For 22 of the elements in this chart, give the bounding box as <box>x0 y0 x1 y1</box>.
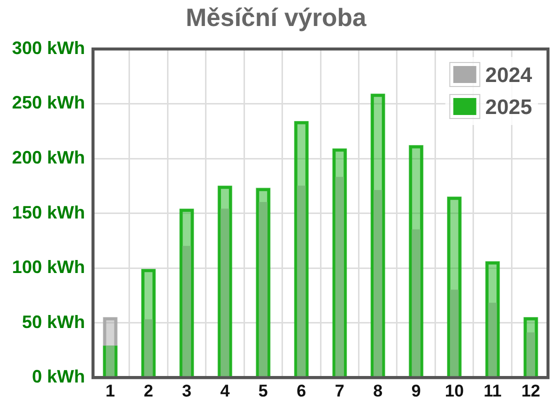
x-tick-label: 10 <box>444 381 464 400</box>
y-tick-label: 300 kWh <box>12 38 86 58</box>
x-tick-label: 2 <box>144 381 154 400</box>
x-tick-label: 12 <box>521 381 540 400</box>
y-tick-label: 100 kWh <box>12 257 86 278</box>
legend-label: 2025 <box>485 96 532 119</box>
chart-title: Měsíční výroba <box>186 4 368 32</box>
x-tick-label: 7 <box>334 381 344 400</box>
x-tick-label: 1 <box>106 381 115 400</box>
y-tick-label: 50 kWh <box>22 312 86 332</box>
x-tick-label: 5 <box>258 381 268 400</box>
y-tick-label: 0 kWh <box>32 366 86 387</box>
x-tick-label: 4 <box>220 381 230 400</box>
x-tick-label: 6 <box>296 381 306 400</box>
x-tick-label: 8 <box>373 381 383 400</box>
x-tick-label: 3 <box>182 381 192 400</box>
y-tick-label: 250 kWh <box>12 92 86 113</box>
y-tick-label: 150 kWh <box>12 202 86 222</box>
x-tick-label: 9 <box>411 381 421 400</box>
x-tick-label: 11 <box>484 381 502 400</box>
y-tick-label: 200 kWh <box>12 148 86 168</box>
legend-label: 2024 <box>485 64 532 87</box>
